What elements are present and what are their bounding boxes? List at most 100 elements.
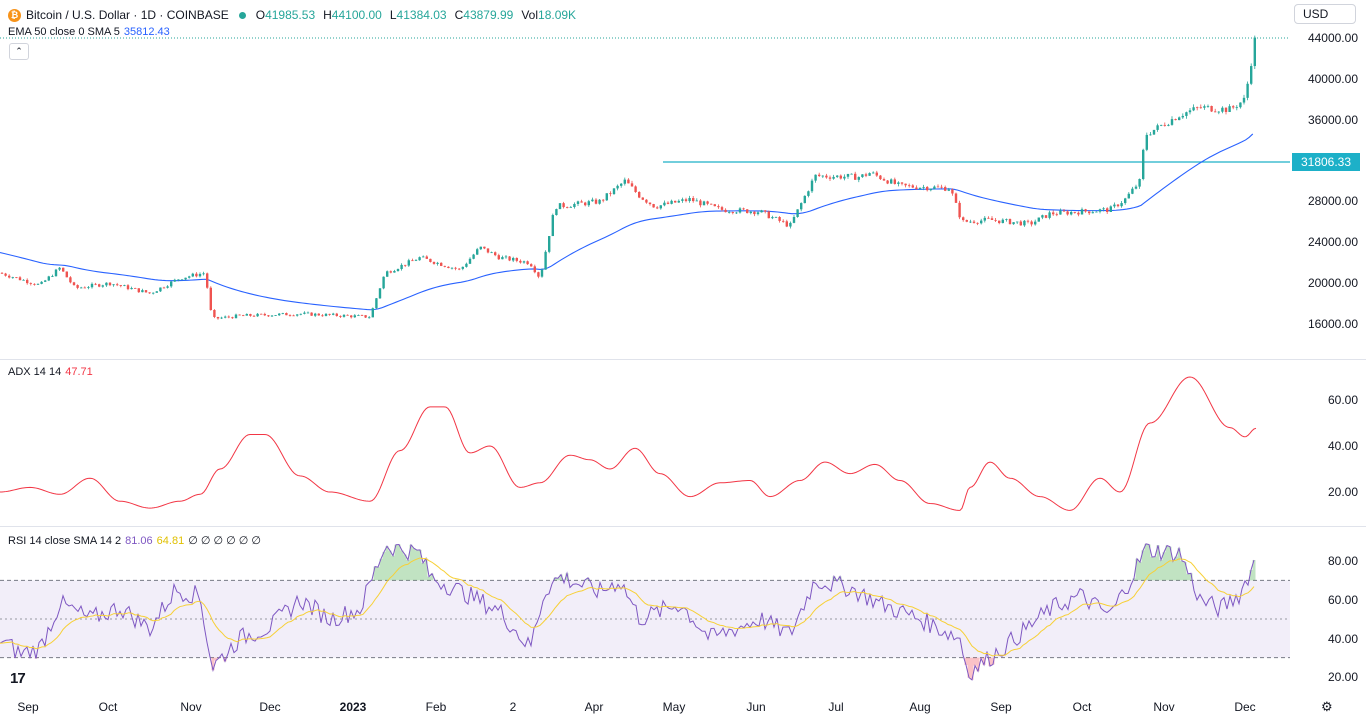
candle xyxy=(713,204,716,207)
time-tick: 2 xyxy=(509,700,517,714)
candle xyxy=(605,193,608,201)
rsi-sma-line xyxy=(0,557,1255,657)
candle xyxy=(94,283,97,285)
candle xyxy=(227,316,230,318)
candle xyxy=(616,185,619,189)
candle xyxy=(137,288,140,293)
candle xyxy=(141,290,144,293)
candle xyxy=(1016,221,1019,223)
candle xyxy=(101,285,104,287)
candle xyxy=(670,200,673,204)
candle xyxy=(915,187,918,190)
candle xyxy=(1023,220,1026,226)
candle xyxy=(1206,105,1210,107)
candle xyxy=(447,266,450,269)
candle xyxy=(418,257,421,261)
collapse-legend-button[interactable]: ⌃ xyxy=(9,43,29,60)
candle xyxy=(263,313,266,316)
candle xyxy=(62,267,65,272)
candle xyxy=(918,187,922,190)
candle xyxy=(112,284,115,286)
candle xyxy=(105,282,108,286)
candle xyxy=(191,273,194,277)
candle xyxy=(1066,211,1069,215)
time-tick: Oct xyxy=(1072,700,1092,714)
candle xyxy=(494,252,497,256)
pane-divider[interactable] xyxy=(0,526,1366,527)
adx-name: ADX 14 14 xyxy=(8,366,62,378)
rsi-legend[interactable]: RSI 14 close SMA 14 2 81.06 64.81 ∅ ∅ ∅ ∅ ∅… xyxy=(8,534,261,547)
ema-legend[interactable]: EMA 50 close 0 SMA 5 35812.43 xyxy=(8,26,170,38)
candle xyxy=(807,191,810,196)
gear-icon[interactable]: ⚙ xyxy=(1321,699,1333,714)
candle xyxy=(332,313,335,315)
candle xyxy=(515,258,518,261)
high-value: 44100.00 xyxy=(331,8,382,22)
candle xyxy=(1062,210,1066,212)
candle xyxy=(926,186,929,191)
candle xyxy=(893,179,896,184)
candle xyxy=(749,211,752,214)
candle xyxy=(26,279,29,284)
candle xyxy=(1235,107,1238,109)
candle xyxy=(998,220,1001,224)
candle xyxy=(1253,37,1256,67)
time-tick: Apr xyxy=(584,700,604,714)
candle xyxy=(206,273,209,288)
candle xyxy=(342,314,346,317)
candle xyxy=(767,211,770,219)
time-tick: Sep xyxy=(17,700,39,714)
candle xyxy=(213,309,216,317)
candle xyxy=(1221,107,1224,112)
currency-selector[interactable]: USD xyxy=(1294,4,1356,24)
candle xyxy=(479,246,482,250)
candle xyxy=(778,217,781,221)
bitcoin-icon: ₿ xyxy=(8,8,21,22)
candle xyxy=(1102,208,1105,210)
candle xyxy=(1196,107,1199,109)
pane-divider[interactable] xyxy=(0,359,1366,360)
candle xyxy=(1242,97,1246,103)
candle xyxy=(299,313,302,315)
adx-legend[interactable]: ADX 14 14 47.71 xyxy=(8,366,93,378)
candle xyxy=(1084,209,1087,212)
candle xyxy=(170,281,173,287)
candle xyxy=(393,270,396,273)
candle xyxy=(512,258,515,261)
candle xyxy=(1170,119,1174,125)
tradingview-logo[interactable]: 17 xyxy=(10,670,26,687)
candle xyxy=(731,212,734,214)
candle xyxy=(1113,204,1116,207)
candle xyxy=(90,283,94,288)
candle xyxy=(1145,134,1148,150)
candle xyxy=(810,180,814,192)
time-tick: 2023 xyxy=(339,700,367,714)
candle xyxy=(468,258,472,264)
symbol-title[interactable]: Bitcoin / U.S. Dollar · 1D · COINBASE xyxy=(26,8,229,22)
candle xyxy=(414,260,418,262)
candle xyxy=(1203,106,1206,108)
candle xyxy=(443,265,446,267)
candle xyxy=(0,272,4,274)
candle xyxy=(890,179,893,184)
time-tick: Sep xyxy=(990,700,1012,714)
candle xyxy=(220,317,223,319)
candle xyxy=(44,280,47,282)
candle xyxy=(1059,210,1062,215)
time-tick: Aug xyxy=(909,700,931,714)
candle xyxy=(1030,221,1033,225)
candle xyxy=(368,317,371,319)
candle xyxy=(306,312,310,314)
candle xyxy=(695,200,698,202)
candle xyxy=(623,179,626,184)
candle xyxy=(674,200,677,203)
candle xyxy=(569,207,572,208)
candle xyxy=(544,251,547,270)
candle xyxy=(252,315,256,317)
rsi-tick: 40.00 xyxy=(1327,632,1358,646)
candle xyxy=(738,208,742,213)
candle xyxy=(1149,134,1152,136)
horizontal-level-badge[interactable]: 31806.33 xyxy=(1292,153,1360,171)
candle xyxy=(1214,111,1217,113)
